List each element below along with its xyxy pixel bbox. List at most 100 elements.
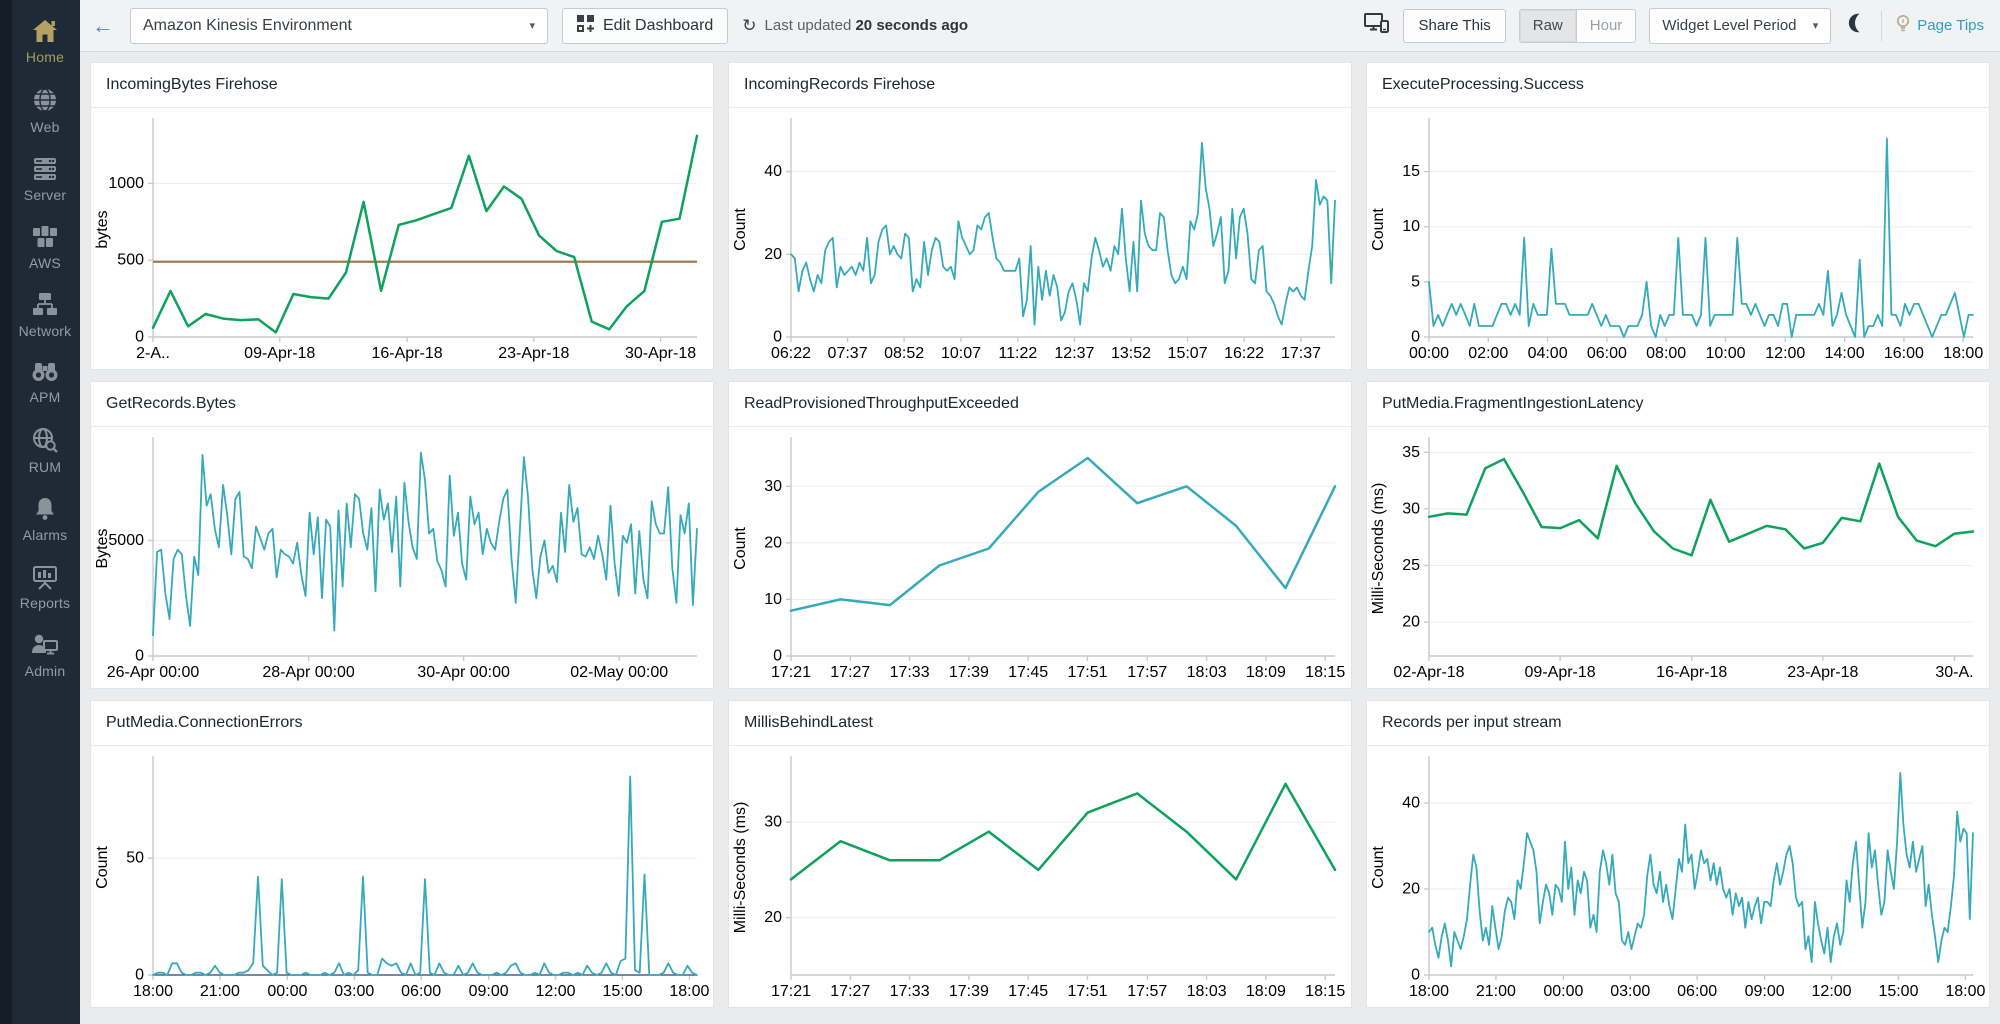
sidebar-item-label: Reports [19,595,71,611]
chart-canvas: 20 30 Milli-Seconds (ms) 17:21 17:27 17:33 17:… [732,756,1345,1000]
svg-text:02-May 00:00: 02-May 00:00 [570,664,668,681]
chart-canvas: 0 20 40 Count 18:00 21:00 00:00 03:00 06:00 09:00… [1370,756,1986,1000]
svg-text:17:33: 17:33 [890,664,930,681]
share-this-label: Share This [1418,17,1491,34]
svg-text:20: 20 [764,534,782,551]
svg-text:12:00: 12:00 [1765,345,1805,362]
svg-text:09-Apr-18: 09-Apr-18 [244,345,315,362]
edit-dashboard-button[interactable]: Edit Dashboard [562,7,729,44]
svg-text:18:15: 18:15 [1305,983,1345,1000]
chart-card: IncomingBytes Firehose 0 500 1000 bytes 2-A.… [90,62,714,370]
dark-mode-moon-icon[interactable] [1844,11,1868,40]
sidebar-item-alarms[interactable]: Alarms [0,486,80,554]
sidebar-item-web[interactable]: Web [0,76,80,146]
devices-icon[interactable] [1364,12,1390,39]
svg-text:20: 20 [764,909,782,926]
svg-text:40: 40 [764,163,782,180]
server-icon [31,156,59,182]
raw-option[interactable]: Raw [1519,9,1577,42]
chart-canvas: 0 50 Count 18:00 21:00 00:00 03:00 06:00 09:00 12… [94,756,710,1000]
share-this-button[interactable]: Share This [1403,8,1506,43]
svg-text:30-Apr 00:00: 30-Apr 00:00 [417,664,510,681]
svg-text:35: 35 [1402,444,1420,461]
sidebar: Home Web Server AWS Network [0,0,80,1024]
sidebar-item-reports[interactable]: Reports [0,554,80,622]
svg-text:10:00: 10:00 [1705,345,1745,362]
svg-text:18:03: 18:03 [1187,983,1227,1000]
chart-plot-incomingbytes-firehose[interactable]: 0 500 1000 bytes 2-A.. 09-Apr-18 16-Apr-18 23-A… [91,108,713,374]
chart-plot-getrecords-bytes[interactable]: 0 5000 Bytes 26-Apr 00:00 28-Apr 00:00 30-Apr… [91,427,713,693]
chart-card: GetRecords.Bytes 0 5000 Bytes 26-Apr 00:00 2… [90,381,714,689]
environment-selector-value: Amazon Kinesis Environment [143,16,352,34]
svg-text:03:00: 03:00 [1610,983,1650,1000]
svg-text:Milli-Seconds (ms): Milli-Seconds (ms) [732,802,749,934]
svg-text:12:37: 12:37 [1054,345,1094,362]
hour-option[interactable]: Hour [1589,17,1623,34]
svg-text:15:00: 15:00 [1878,983,1918,1000]
lightbulb-icon [1895,14,1911,38]
dashboard-grid: IncomingBytes Firehose 0 500 1000 bytes 2-A.… [80,52,2000,1024]
widget-level-period-selector[interactable]: Widget Level Period ▾ [1649,7,1832,44]
svg-text:28-Apr 00:00: 28-Apr 00:00 [262,664,355,681]
sidebar-item-server[interactable]: Server [0,146,80,214]
chart-plot-putmedia-connectionerrors[interactable]: 0 50 Count 18:00 21:00 00:00 03:00 06:00 09:00 12… [91,746,713,1012]
chart-plot-readprovisionedthroughputexceeded[interactable]: 0 10 20 30 Count 17:21 17:27 17:33 17:39 17:45 17:… [729,427,1351,693]
svg-text:18:00: 18:00 [1943,345,1983,362]
svg-text:03:00: 03:00 [334,983,374,1000]
svg-text:18:09: 18:09 [1246,983,1286,1000]
refresh-icon[interactable]: ↻ [742,15,757,35]
chevron-down-icon: ▾ [529,20,535,32]
svg-text:06:00: 06:00 [1677,983,1717,1000]
chart-title: GetRecords.Bytes [91,382,713,427]
svg-text:09:00: 09:00 [469,983,509,1000]
sidebar-item-apm[interactable]: APM [0,350,80,416]
chart-plot-incomingrecords-firehose[interactable]: 0 20 40 Count 06:22 07:37 08:52 10:07 11:22 12:37… [729,108,1351,374]
sidebar-item-aws[interactable]: AWS [0,214,80,282]
sidebar-item-label: Web [30,119,60,135]
svg-text:0: 0 [773,329,782,346]
topbar: ← Amazon Kinesis Environment ▾ Edit Dash… [80,0,2000,52]
svg-text:40: 40 [1402,795,1420,812]
sidebar-item-admin[interactable]: Admin [0,622,80,690]
svg-text:09-Apr-18: 09-Apr-18 [1525,664,1596,681]
svg-text:1000: 1000 [108,175,144,192]
chart-plot-millisbehindlatest[interactable]: 20 30 Milli-Seconds (ms) 17:21 17:27 17:33 17:… [729,746,1351,1012]
svg-text:13:52: 13:52 [1111,345,1151,362]
last-updated-prefix: Last updated [764,17,852,34]
svg-text:15:07: 15:07 [1168,345,1208,362]
svg-text:0: 0 [135,648,144,665]
chart-title: PutMedia.ConnectionErrors [91,701,713,746]
last-updated: ↻ Last updated 20 seconds ago [742,16,968,36]
svg-text:10:07: 10:07 [941,345,981,362]
svg-text:09:00: 09:00 [1745,983,1785,1000]
sidebar-item-rum[interactable]: RUM [0,416,80,486]
svg-text:18:00: 18:00 [133,983,173,1000]
chart-plot-putmedia-fragmentingestionlatency[interactable]: 20 25 30 35 Milli-Seconds (ms) 02-Apr-18 09-Ap… [1367,427,1989,693]
back-arrow-icon[interactable]: ← [92,12,114,38]
sidebar-item-network[interactable]: Network [0,282,80,350]
svg-text:30-Apr-18: 30-Apr-18 [625,345,696,362]
svg-text:08:00: 08:00 [1646,345,1686,362]
svg-text:06:00: 06:00 [401,983,441,1000]
svg-text:25: 25 [1402,557,1420,574]
environment-selector[interactable]: Amazon Kinesis Environment ▾ [130,7,548,44]
svg-text:Count: Count [732,527,749,570]
sidebar-item-home[interactable]: Home [0,8,80,76]
svg-text:30: 30 [764,478,782,495]
svg-text:0: 0 [773,648,782,665]
widget-level-period-value: Widget Level Period [1662,17,1797,34]
svg-text:30: 30 [1402,500,1420,517]
page-tips-link[interactable]: Page Tips [1895,14,1984,38]
svg-text:12:00: 12:00 [536,983,576,1000]
sidebar-item-label: Network [18,323,72,339]
chart-plot-records-per-input-stream[interactable]: 0 20 40 Count 18:00 21:00 00:00 03:00 06:00 09:00… [1367,746,1989,1012]
dashboard-grid-icon [577,14,594,37]
svg-text:15: 15 [1402,163,1420,180]
svg-text:17:27: 17:27 [830,664,870,681]
chart-card: IncomingRecords Firehose 0 20 40 Count 06:22… [728,62,1352,370]
binoculars-icon [30,360,60,384]
edit-dashboard-label: Edit Dashboard [603,16,714,34]
svg-text:17:51: 17:51 [1067,983,1107,1000]
chart-plot-executeprocessing-success[interactable]: 0 5 10 15 Count 00:00 02:00 04:00 06:00 08:00 10:0… [1367,108,1989,374]
